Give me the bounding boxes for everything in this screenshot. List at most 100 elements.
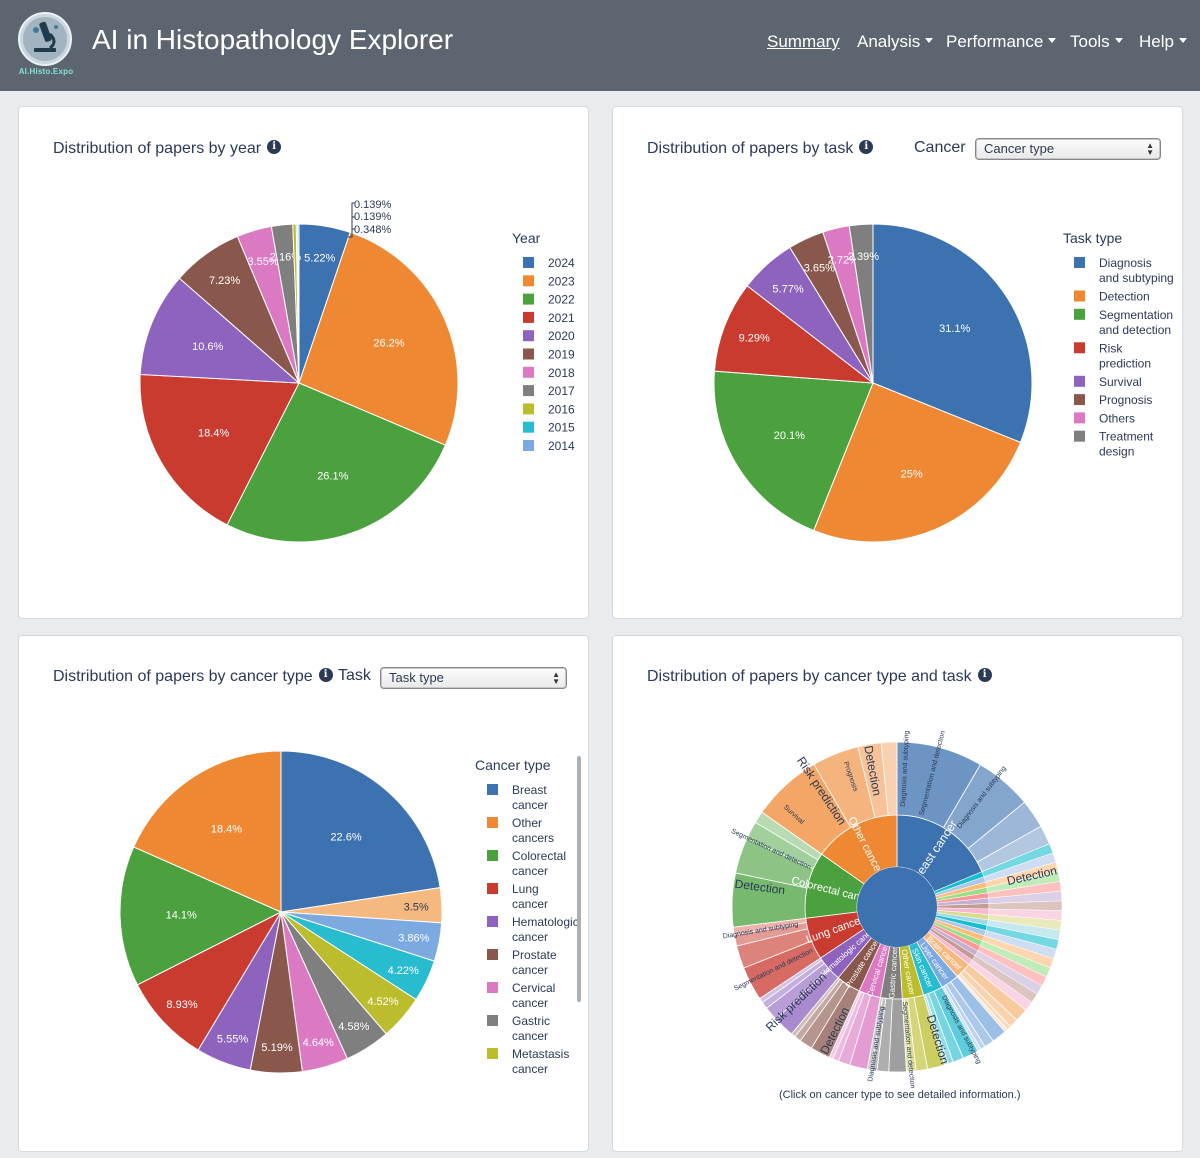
legend-swatch[interactable] (1074, 412, 1085, 424)
pie-slice[interactable] (139, 373, 300, 526)
legend-label[interactable]: Risk (1099, 341, 1123, 355)
legend-label[interactable]: cancer (512, 1029, 548, 1043)
nav-tools[interactable]: Tools (1070, 32, 1123, 54)
legend-swatch[interactable] (523, 440, 534, 451)
legend-label[interactable]: Treatment (1099, 430, 1154, 444)
legend-label[interactable]: Hematologic (512, 915, 579, 929)
legend-label[interactable]: 2021 (548, 311, 575, 325)
legend-label[interactable]: Others (1099, 411, 1135, 425)
legend-label[interactable]: Lung (512, 882, 539, 896)
legend-label[interactable]: Segmentation (1099, 308, 1173, 322)
legend-label[interactable]: Gastric (512, 1014, 550, 1028)
pie-slice[interactable] (119, 846, 283, 986)
legend-label[interactable]: Cervical (512, 981, 555, 995)
legend-swatch[interactable] (523, 385, 534, 397)
legend-label[interactable]: 2020 (548, 329, 575, 343)
legend-label[interactable]: Other (512, 816, 542, 830)
cancer-type-select[interactable]: Cancer type ▲ ▼ (975, 138, 1161, 160)
legend-label[interactable]: Colorectal (512, 849, 566, 863)
legend-swatch[interactable] (523, 293, 534, 305)
legend-label[interactable]: Prostate (512, 948, 557, 962)
info-icon[interactable]: i (318, 667, 333, 682)
pie-slice[interactable] (848, 223, 874, 384)
sunburst-outer-segment[interactable] (880, 741, 898, 816)
pie-slice[interactable] (872, 223, 1033, 444)
logo[interactable] (18, 12, 72, 66)
legend-label[interactable]: cancer (512, 1062, 548, 1076)
sunburst-center[interactable] (857, 867, 937, 947)
legend-swatch[interactable] (487, 883, 498, 894)
pie-slice[interactable] (298, 231, 459, 446)
legend-swatch[interactable] (487, 982, 498, 993)
legend-label[interactable]: 2015 (548, 421, 575, 435)
legend-label[interactable]: 2022 (548, 293, 575, 307)
pie-slice[interactable] (713, 370, 874, 532)
legend-label[interactable]: cancer (512, 897, 548, 911)
legend-label[interactable]: design (1099, 445, 1134, 459)
legend-swatch[interactable] (487, 1015, 498, 1026)
legend-label[interactable]: 2024 (548, 256, 575, 270)
legend-label[interactable]: Breast (512, 783, 547, 797)
pie-slice[interactable] (139, 277, 301, 384)
brand-title[interactable]: AI in Histopathology Explorer (92, 24, 454, 55)
legend-swatch[interactable] (523, 421, 534, 433)
legend-label[interactable]: 2016 (548, 402, 575, 416)
legend-swatch[interactable] (523, 403, 534, 415)
legend-label[interactable]: prediction (1099, 356, 1151, 370)
legend-swatch[interactable] (487, 949, 498, 960)
pie-slice[interactable] (280, 750, 441, 913)
legend-label[interactable]: cancer (512, 963, 548, 977)
legend-swatch[interactable] (1074, 257, 1085, 268)
legend-label[interactable]: 2018 (548, 366, 575, 380)
legend-swatch[interactable] (523, 348, 534, 360)
legend-swatch[interactable] (1074, 342, 1085, 354)
nav-performance[interactable]: Performance (946, 32, 1057, 54)
pie-slice[interactable] (812, 382, 1022, 543)
task-type-select[interactable]: Task type ▲ ▼ (380, 667, 567, 689)
legend-swatch[interactable] (1074, 394, 1085, 406)
info-icon[interactable]: i (859, 139, 874, 154)
legend-label[interactable]: 2017 (548, 384, 575, 398)
pie-slice[interactable] (297, 223, 300, 384)
legend-swatch[interactable] (487, 850, 498, 861)
legend-label[interactable]: Metastasis (512, 1047, 569, 1061)
legend-swatch[interactable] (1074, 308, 1085, 320)
info-icon[interactable]: i (977, 667, 992, 682)
nav-help[interactable]: Help (1139, 32, 1187, 54)
info-icon[interactable]: i (267, 139, 282, 154)
legend-label[interactable]: cancers (512, 831, 554, 845)
legend-swatch[interactable] (1074, 375, 1085, 387)
legend-label[interactable]: Diagnosis (1099, 256, 1152, 270)
legend-label[interactable]: 2019 (548, 348, 575, 362)
legend-swatch[interactable] (487, 784, 498, 795)
legend-label[interactable]: 2023 (548, 274, 575, 288)
legend-swatch[interactable] (523, 257, 534, 268)
pie-slice[interactable] (133, 750, 282, 913)
legend-swatch[interactable] (487, 817, 498, 828)
legend-label[interactable]: Survival (1099, 375, 1142, 389)
legend-swatch[interactable] (1074, 430, 1085, 442)
legend-swatch[interactable] (523, 330, 534, 342)
legend-label[interactable]: 2014 (548, 439, 575, 453)
legend-swatch[interactable] (523, 366, 534, 378)
legend-swatch[interactable] (487, 1048, 498, 1059)
legend-label[interactable]: cancer (512, 996, 548, 1010)
nav-analysis[interactable]: Analysis (857, 32, 934, 54)
nav-summary[interactable]: Summary (767, 32, 840, 54)
legend-swatch[interactable] (1074, 290, 1085, 302)
legend-label[interactable]: and subtyping (1099, 271, 1174, 285)
legend-label[interactable]: cancer (512, 798, 548, 812)
legend-label[interactable]: Prognosis (1099, 393, 1152, 407)
legend-swatch[interactable] (487, 916, 498, 927)
pie-slice[interactable] (136, 910, 283, 1051)
legend-scrollbar[interactable] (577, 756, 581, 1002)
pie-slice[interactable] (713, 285, 875, 384)
legend-swatch[interactable] (523, 311, 534, 323)
legend-label[interactable]: Detection (1099, 290, 1150, 304)
pie-slice[interactable] (226, 382, 447, 543)
legend-label[interactable]: cancer (512, 930, 548, 944)
legend-label[interactable]: and detection (1099, 323, 1171, 337)
legend-swatch[interactable] (523, 275, 534, 287)
legend-label[interactable]: cancer (512, 864, 548, 878)
